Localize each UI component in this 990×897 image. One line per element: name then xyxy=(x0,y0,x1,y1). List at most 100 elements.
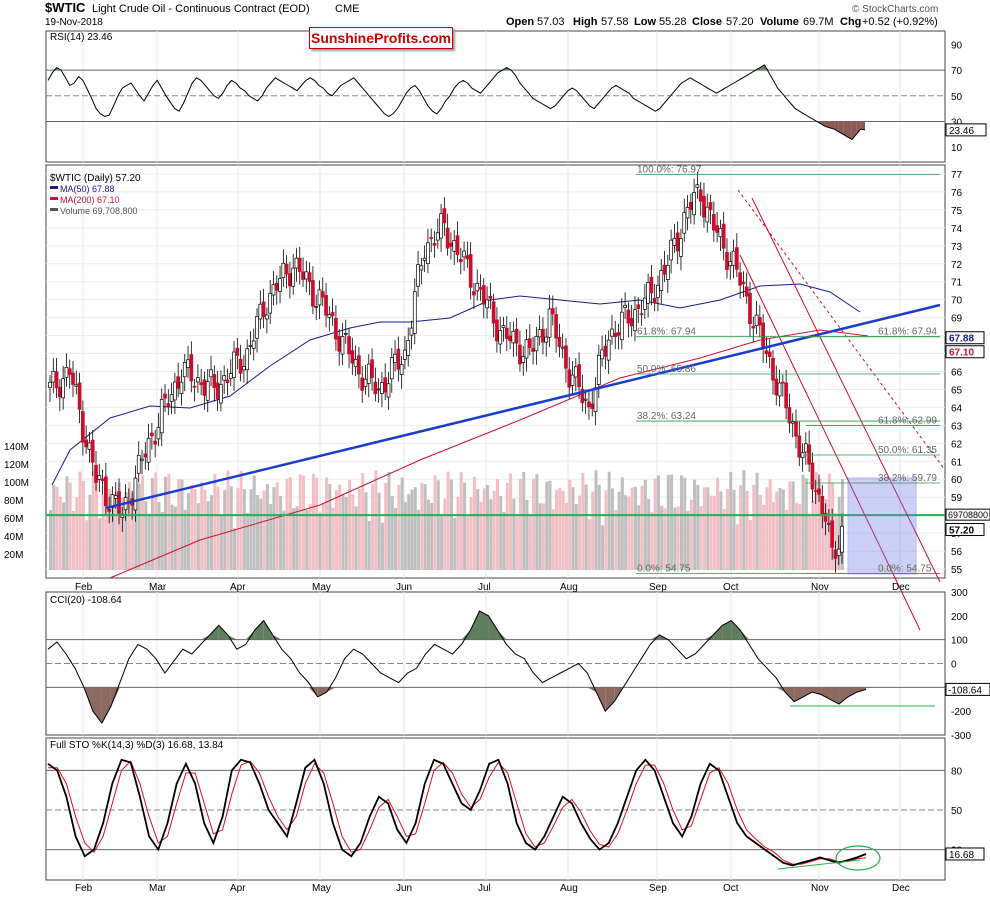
candle-body xyxy=(265,314,269,320)
candle-body xyxy=(58,386,62,398)
volume-bar xyxy=(755,472,759,570)
volume-bar xyxy=(131,493,135,570)
candle-body xyxy=(807,444,811,465)
volume-bar xyxy=(604,490,608,570)
volume-bar xyxy=(114,491,118,570)
volume-bar xyxy=(495,479,499,570)
candle-body xyxy=(830,520,834,548)
cci-value-box xyxy=(945,682,990,696)
month-tick-label: Aug xyxy=(560,582,578,593)
candle-body xyxy=(478,287,483,290)
candle-body xyxy=(491,301,496,324)
candle-body xyxy=(738,272,742,286)
volume-bar xyxy=(453,517,457,570)
volume-bar xyxy=(91,471,95,570)
cci-tick-label: 300 xyxy=(951,588,968,599)
close-value: 57.20 xyxy=(726,16,754,28)
candle-body xyxy=(278,278,282,292)
price-tick-label: 75 xyxy=(951,206,963,217)
candle-body xyxy=(307,272,312,282)
candle-body xyxy=(271,284,276,296)
volume-bar xyxy=(482,488,486,570)
cci-overbought-fill xyxy=(245,630,255,640)
volume-bar xyxy=(827,473,831,570)
volume-bar xyxy=(522,471,526,570)
volume-bar xyxy=(601,525,605,570)
month-tick-label: May xyxy=(312,883,331,894)
volume-bar xyxy=(384,482,388,570)
volume-bar xyxy=(633,486,637,570)
sunshine-profits-watermark: SunshineProfits.com xyxy=(309,27,453,49)
candle-body xyxy=(688,201,693,210)
month-tick-label: Oct xyxy=(723,582,739,593)
volume-bar xyxy=(528,514,532,570)
month-tick-label: Dec xyxy=(892,883,910,894)
volume-bar xyxy=(436,480,440,570)
rsi-tick-label: 50 xyxy=(951,92,963,103)
ma200-value-box xyxy=(945,345,985,359)
volume-bar xyxy=(804,478,808,570)
candle-body xyxy=(71,372,75,385)
month-tick-label: Sep xyxy=(649,582,667,593)
candle-body xyxy=(406,340,411,356)
candle-body xyxy=(156,427,161,440)
cci-overbought-fill xyxy=(497,630,507,640)
candle-body xyxy=(600,349,604,360)
candle-body xyxy=(163,393,167,399)
candle-body xyxy=(646,282,650,304)
volume-bar xyxy=(341,493,345,570)
fib-right-label: 61.8%: 62.99 xyxy=(878,416,937,427)
volume-bar xyxy=(765,487,769,570)
price-tick-label: 61 xyxy=(951,457,963,468)
volume-bar xyxy=(456,496,460,570)
candle-body xyxy=(225,379,230,384)
price-tick-label: 71 xyxy=(951,278,963,289)
candle-body xyxy=(718,228,723,238)
candle-body xyxy=(245,348,250,371)
sto-frame xyxy=(45,737,946,881)
volume-bar xyxy=(821,515,825,570)
candle-body xyxy=(748,292,752,325)
volume-bar xyxy=(344,496,348,570)
month-tick-label: Sep xyxy=(649,883,667,894)
cci-overbought-fill xyxy=(263,620,273,640)
candle-body xyxy=(787,407,792,424)
candle-body xyxy=(235,347,240,356)
volume-bar xyxy=(666,474,670,570)
volume-bar xyxy=(817,478,821,570)
candle-body xyxy=(340,336,345,355)
volume-bar xyxy=(824,499,828,570)
candle-body xyxy=(823,512,828,522)
volume-bar xyxy=(256,495,260,570)
candle-body xyxy=(501,325,506,328)
price-tick-label: 62 xyxy=(951,439,963,450)
candle-body xyxy=(439,213,443,239)
volume-bar xyxy=(68,482,72,570)
candle-body xyxy=(199,382,204,386)
candle-body xyxy=(481,285,486,305)
candle-body xyxy=(304,271,309,280)
candle-body xyxy=(708,202,713,211)
volume-bar xyxy=(446,471,450,570)
candle-body xyxy=(219,384,223,404)
symbol-label: $WTIC xyxy=(45,0,86,15)
volume-bar xyxy=(584,484,588,570)
price-tick-label: 74 xyxy=(951,224,963,235)
fib-left-label: 38.2%: 63.24 xyxy=(637,411,696,422)
candle-body xyxy=(189,354,194,382)
legend-label: MA(200) 67.10 xyxy=(60,195,120,205)
volume-bar xyxy=(265,484,269,570)
candle-body xyxy=(373,381,378,395)
volume-bar xyxy=(587,519,591,570)
volume-bar xyxy=(272,487,276,570)
candle-body xyxy=(97,475,102,480)
price-tick-label: 63 xyxy=(951,421,963,432)
volume-bar xyxy=(745,490,749,570)
candle-body xyxy=(284,263,289,275)
volume-bar xyxy=(157,501,161,570)
chg-value: +0.52 (+0.92%) xyxy=(862,16,938,28)
volume-bar xyxy=(653,478,657,570)
candle-body xyxy=(67,368,72,375)
cci-oversold-fill xyxy=(785,687,795,702)
